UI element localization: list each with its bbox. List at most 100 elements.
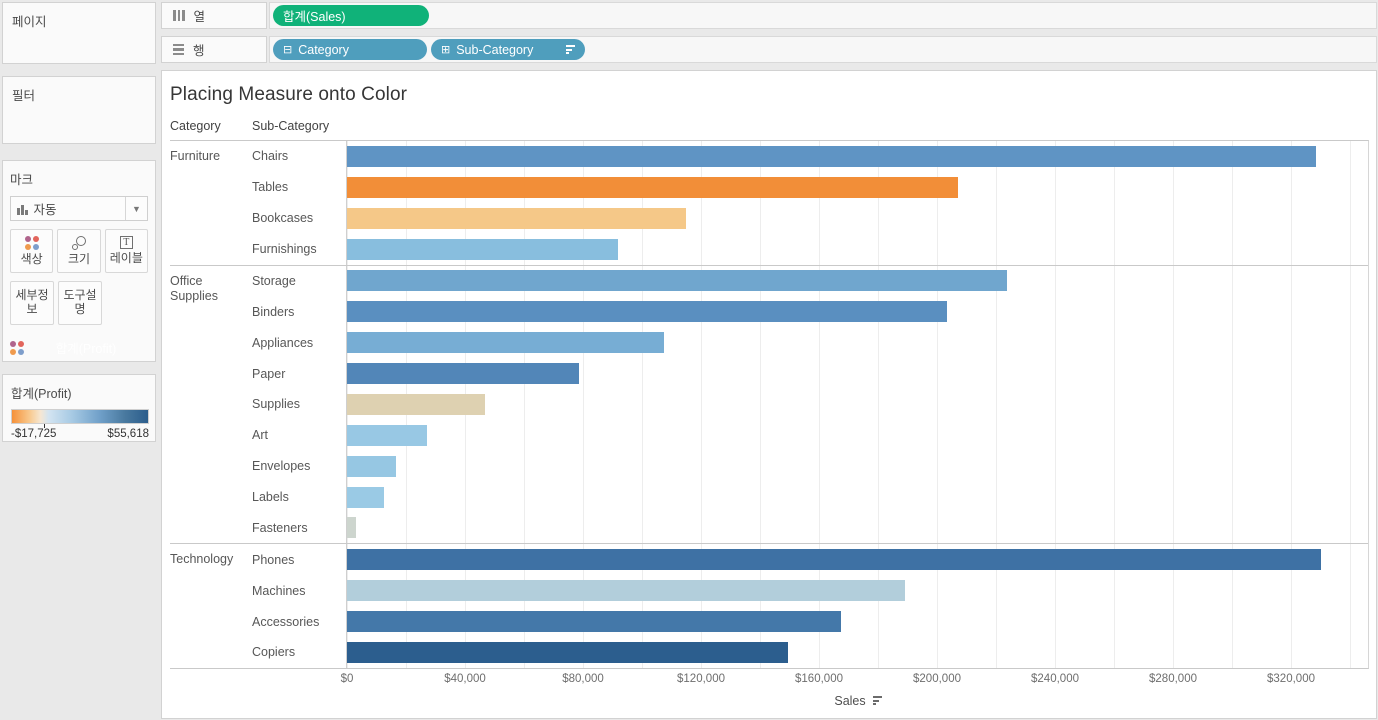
sales-bar[interactable]: [347, 145, 1316, 167]
rows-icon: [173, 43, 184, 56]
sub-category-label[interactable]: Furnishings: [252, 242, 317, 257]
sub-category-label[interactable]: Paper: [252, 366, 286, 381]
label-button[interactable]: T 레이블: [104, 229, 148, 273]
category-label[interactable]: Office Supplies: [170, 273, 218, 303]
pill-profit-label: 합계(Profit): [55, 342, 117, 356]
x-axis[interactable]: $0 $40,000 $80,000 $120,000 $160,000 $200,000…: [170, 671, 1369, 690]
sub-category-header[interactable]: Sub-Category: [252, 119, 330, 133]
sales-bar[interactable]: [347, 641, 788, 663]
bar-track: [346, 265, 1368, 297]
sub-category-label[interactable]: Art: [252, 428, 268, 443]
bar-chart-icon: [17, 203, 28, 215]
size-circles-icon: [71, 235, 86, 250]
sales-bar[interactable]: [347, 238, 618, 260]
sales-bar[interactable]: [347, 549, 1321, 571]
table-row: Phones: [252, 544, 1368, 576]
sales-bar[interactable]: [347, 486, 384, 508]
sub-category-label[interactable]: Chairs: [252, 149, 289, 164]
sort-descending-icon[interactable]: [872, 696, 882, 706]
x-tick-label: $160,000: [795, 672, 843, 685]
sub-category-label[interactable]: Tables: [252, 180, 289, 195]
marks-card-label: 마크: [10, 173, 34, 187]
columns-shelf-header: 열: [161, 2, 267, 29]
sales-bar[interactable]: [347, 424, 427, 446]
rows-shelf-pills[interactable]: ⊟ Category ⊞ Sub-Category: [269, 36, 1377, 63]
pill-Sub-Category[interactable]: ⊞ Sub-Category: [431, 39, 585, 60]
rows-shelf-row: 행 ⊟ Category ⊞ Sub-Category: [161, 36, 1377, 63]
sales-bar[interactable]: [347, 455, 396, 477]
x-axis-title[interactable]: Sales: [834, 693, 866, 708]
category-group: Furniture Chairs Tables Bookcases Furnishing…: [170, 141, 1368, 265]
legend-max-label: $55,618: [107, 428, 149, 440]
size-button[interactable]: 크기: [57, 229, 101, 273]
sub-category-label[interactable]: Labels: [252, 490, 289, 505]
legend-gradient-bar[interactable]: [11, 409, 149, 424]
pill-Category[interactable]: ⊟ Category: [273, 39, 427, 60]
table-row: Furnishings: [252, 233, 1368, 265]
sub-category-label[interactable]: Storage: [252, 273, 296, 288]
bar-track: [346, 327, 1368, 359]
color-button-label: 색상: [20, 251, 43, 266]
table-row: Tables: [252, 171, 1368, 203]
x-tick-label: $320,000: [1267, 672, 1315, 685]
sales-bar[interactable]: [347, 270, 1007, 292]
category-label[interactable]: Technology: [170, 552, 234, 567]
sub-category-label[interactable]: Phones: [252, 552, 295, 567]
sales-bar[interactable]: [347, 176, 958, 198]
sales-bar[interactable]: [347, 207, 686, 229]
left-panel: 페이지 필터 마크 자동 ▼ 색상 크기: [0, 0, 158, 720]
sales-bar[interactable]: [347, 611, 841, 633]
pill-profit[interactable]: 합계(Profit): [30, 337, 142, 358]
sub-category-label[interactable]: Machines: [252, 583, 306, 598]
x-tick-label: $80,000: [562, 672, 604, 685]
x-tick-label: $40,000: [444, 672, 486, 685]
columns-icon: [173, 10, 185, 21]
bar-track: [346, 296, 1368, 328]
filters-shelf[interactable]: 필터: [2, 76, 156, 144]
bar-track: [346, 481, 1368, 513]
collapse-icon[interactable]: ⊟: [283, 44, 293, 56]
sub-category-label[interactable]: Appliances: [252, 335, 314, 350]
pill-합계(Sales)[interactable]: 합계(Sales): [273, 5, 429, 26]
bar-track: [346, 606, 1368, 637]
sales-bar[interactable]: [347, 332, 664, 354]
sub-category-label[interactable]: Binders: [252, 304, 295, 319]
chevron-down-icon[interactable]: ▼: [125, 197, 147, 220]
bar-track: [346, 389, 1368, 420]
color-button[interactable]: 색상: [10, 229, 54, 273]
sub-category-label[interactable]: Envelopes: [252, 459, 311, 474]
bar-track: [346, 202, 1368, 234]
sub-category-label[interactable]: Accessories: [252, 614, 320, 629]
bar-track: [346, 512, 1368, 544]
detail-button[interactable]: 세부정보: [10, 281, 54, 325]
sales-bar[interactable]: [347, 580, 905, 602]
tooltip-button[interactable]: 도구설명: [58, 281, 102, 325]
columns-shelf-pills[interactable]: 합계(Sales): [269, 2, 1377, 29]
table-row: Paper: [252, 358, 1368, 389]
sub-category-label[interactable]: Copiers: [252, 645, 296, 660]
text-label-icon: T: [119, 236, 133, 250]
sub-category-label[interactable]: Bookcases: [252, 211, 314, 226]
sales-bar[interactable]: [347, 393, 485, 415]
category-header[interactable]: Category: [170, 119, 221, 133]
chart-title: Placing Measure onto Color: [170, 84, 408, 105]
color-encoding-icon: [10, 340, 24, 355]
sub-category-label[interactable]: Supplies: [252, 397, 300, 412]
label-button-label: 레이블: [109, 251, 143, 266]
sort-descending-icon[interactable]: [566, 45, 575, 54]
pill-label: 합계(Sales): [283, 10, 346, 24]
x-tick-label: $200,000: [913, 672, 961, 685]
mark-type-dropdown[interactable]: 자동 ▼: [10, 196, 148, 221]
legend-min-label: -$17,725: [11, 428, 57, 440]
category-group: Office Supplies Storage Binders Appliances P…: [170, 264, 1368, 544]
pages-shelf[interactable]: 페이지: [2, 2, 156, 64]
table-row: Art: [252, 419, 1368, 451]
size-button-label: 크기: [67, 251, 91, 266]
sub-category-label[interactable]: Fasteners: [252, 520, 308, 535]
sales-bar[interactable]: [347, 363, 579, 385]
sales-bar[interactable]: [347, 301, 947, 323]
category-label[interactable]: Furniture: [170, 149, 221, 163]
sales-bar[interactable]: [347, 517, 356, 539]
expand-icon[interactable]: ⊞: [441, 44, 451, 56]
